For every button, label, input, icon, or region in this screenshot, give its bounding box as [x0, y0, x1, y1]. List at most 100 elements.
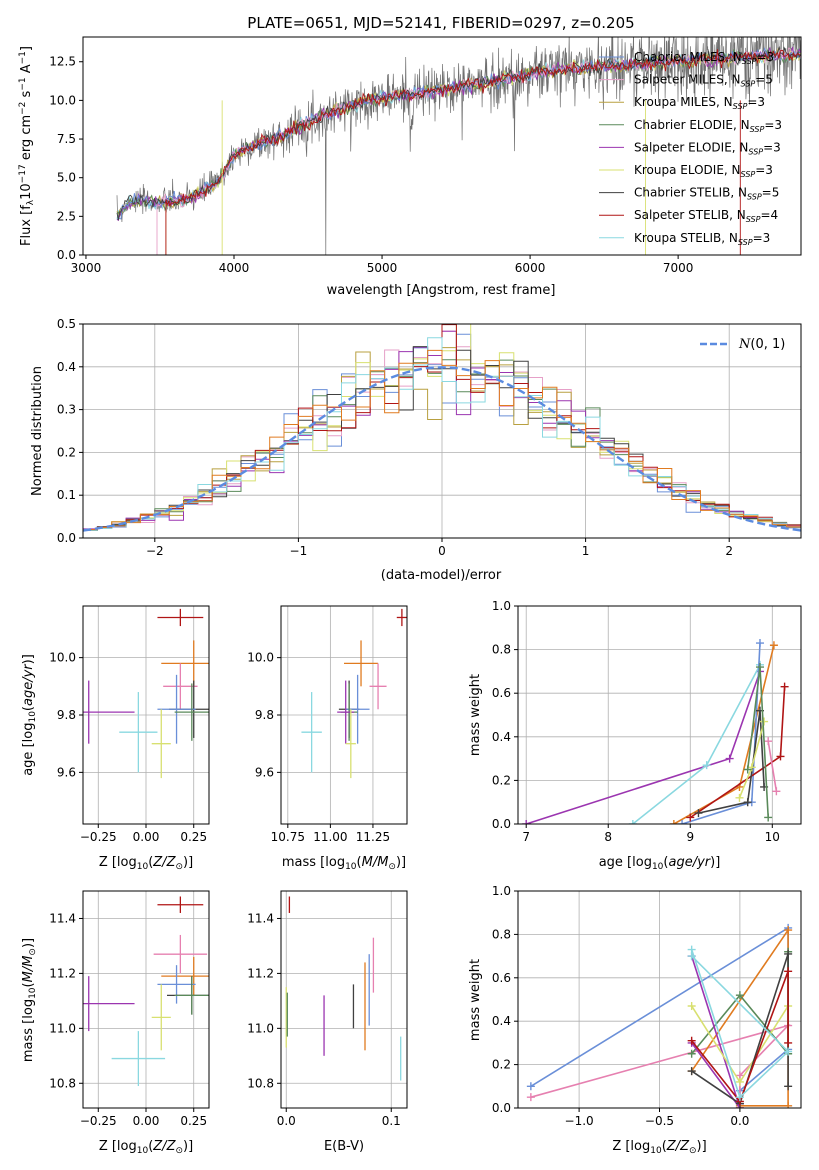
x-tick-label: 0.1 — [382, 1114, 401, 1128]
mass-weight-line — [632, 664, 761, 824]
axes-mass_weight_vs_Z: −1.0 −0.5 0.0 0.0 0.2 0.4 0.6 0.8 1.0 Z [log10(Z/… — [468, 884, 802, 1156]
x-tick-label: 1 — [582, 544, 590, 558]
y-tick-label: 5.0 — [57, 171, 76, 185]
data-point-marker — [628, 820, 637, 824]
x-tick-label: −2 — [146, 544, 164, 558]
y-tick-label: 0.4 — [492, 1014, 511, 1028]
axes-frame — [517, 605, 802, 825]
y-tick-label: 11.0 — [49, 1021, 76, 1035]
data-point-marker — [784, 1082, 793, 1091]
y-tick-label: 2.5 — [57, 209, 76, 223]
y-tick-label: 0.0 — [492, 817, 511, 831]
data-point-marker — [760, 717, 769, 726]
data-point-marker — [725, 754, 734, 763]
x-axis-label: Z [log10(Z/Z⊙)] — [612, 1139, 706, 1156]
x-tick-label: −0.25 — [80, 830, 117, 844]
legend-label: Salpeter MILES, NSSP=5 — [634, 73, 773, 89]
legend-label: Kroupa MILES, NSSP=3 — [634, 95, 765, 111]
axes-age_vs_Z: −0.25 0.00 0.25 9.6 9.8 10.0 Z [log10(Z/Z⊙)] ag… — [21, 605, 210, 872]
y-tick-label: 9.8 — [255, 708, 274, 722]
x-tick-label: −0.25 — [80, 1114, 117, 1128]
data-point-marker — [784, 949, 793, 958]
x-tick-label: 7 — [522, 830, 530, 844]
data-point-marker — [669, 820, 678, 824]
data-point-marker — [764, 813, 773, 822]
data-point-marker — [678, 820, 687, 824]
x-tick-label: 0.00 — [133, 830, 160, 844]
data-point-marker — [784, 1038, 793, 1047]
y-tick-label: 0.8 — [492, 927, 511, 941]
data-point-marker — [747, 763, 756, 772]
x-tick-label: 0 — [438, 544, 446, 558]
y-tick-label: 0.0 — [57, 531, 76, 545]
y-axis-label: Flux [fλ10−17 erg cm−2 s−1 A−1] — [18, 46, 36, 246]
x-axis-label: Z [log10(Z/Z⊙)] — [99, 855, 193, 872]
data-point-marker — [780, 682, 789, 691]
figure-title: PLATE=0651, MJD=52141, FIBERID=0297, z=0… — [247, 14, 634, 32]
plot-area — [83, 324, 801, 532]
data-point-marker — [526, 1082, 535, 1091]
x-tick-label: 4000 — [219, 261, 250, 275]
y-tick-label: 10.0 — [247, 651, 274, 665]
x-tick-label: 8 — [604, 830, 612, 844]
data-point-marker — [526, 1093, 535, 1102]
data-point-marker — [686, 813, 695, 822]
data-point-marker — [735, 1093, 744, 1102]
data-point-marker — [694, 809, 703, 818]
legend-label: Salpeter STELIB, NSSP=4 — [634, 208, 778, 224]
y-tick-label: 0.4 — [57, 360, 76, 374]
y-tick-label: 7.5 — [57, 132, 76, 146]
data-point-marker — [702, 761, 711, 770]
y-tick-label: 11.4 — [247, 911, 274, 925]
y-tick-label: 1.0 — [492, 884, 511, 898]
data-point-marker — [755, 663, 764, 672]
y-tick-label: 0.2 — [492, 773, 511, 787]
x-axis-label: wavelength [Angstrom, rest frame] — [327, 283, 556, 298]
y-tick-label: 12.5 — [49, 55, 76, 69]
y-tick-label: 9.8 — [57, 708, 76, 722]
x-axis-label: (data-model)/error — [381, 568, 502, 583]
axes-mass_vs_Z: −0.25 0.00 0.25 10.8 11.0 11.2 11.4 Z [log10(Z/… — [21, 890, 210, 1156]
data-point-marker — [769, 641, 778, 650]
y-tick-label: 11.0 — [247, 1021, 274, 1035]
plot-area — [301, 608, 407, 779]
x-tick-label: 3000 — [71, 261, 102, 275]
mass-weight-line — [691, 971, 789, 1104]
data-point-marker — [522, 820, 531, 824]
y-tick-label: 0.0 — [57, 248, 76, 262]
x-tick-label: 11.25 — [356, 830, 390, 844]
legend-label: Chabrier MILES, NSSP=3 — [634, 50, 774, 66]
histogram-series — [83, 349, 801, 531]
y-axis-label: mass weight — [468, 674, 483, 756]
x-axis-label: Z [log10(Z/Z⊙)] — [99, 1139, 193, 1156]
x-tick-label: 10.75 — [271, 830, 305, 844]
data-point-marker — [735, 793, 744, 802]
axes-mass_weight_vs_age: 7 8 9 10 0.0 0.2 0.4 0.6 0.8 1.0 age [log10(age/yr… — [468, 599, 802, 872]
y-tick-label: 11.2 — [49, 966, 76, 980]
legend-label: N(0, 1) — [738, 337, 785, 352]
y-tick-label: 0.8 — [492, 643, 511, 657]
legend-label: Kroupa STELIB, NSSP=3 — [634, 231, 770, 247]
gaussian-curve — [83, 366, 801, 532]
x-axis-label: age [log10(age/yr)] — [599, 855, 721, 872]
data-point-marker — [772, 787, 781, 796]
y-tick-label: 0.2 — [492, 1058, 511, 1072]
model-spectrum-line — [116, 46, 801, 222]
model-spectrum-line — [165, 49, 801, 255]
y-tick-label: 0.1 — [57, 488, 76, 502]
y-axis-label: mass [log10(M/M⊙)] — [21, 938, 38, 1062]
y-tick-label: 0.6 — [492, 971, 511, 985]
x-axis-label: mass [log10(M/M⊙)] — [282, 855, 406, 872]
y-tick-label: 9.6 — [255, 765, 274, 779]
axes-mass_vs_EBV: 0.0 0.1 10.8 11.0 11.2 11.4 E(B-V) — [247, 890, 408, 1154]
legend-label: Salpeter ELODIE, NSSP=3 — [634, 140, 781, 156]
data-point-marker — [755, 639, 764, 648]
mass-weight-line — [525, 671, 761, 824]
data-point-marker — [784, 967, 793, 976]
legend-label: Kroupa ELODIE, NSSP=3 — [634, 163, 773, 179]
mass-weight-line — [690, 955, 741, 1108]
y-axis-label: age [log10(age/yr)] — [21, 654, 38, 776]
data-point-marker — [687, 952, 696, 961]
x-tick-label: 0.25 — [180, 830, 207, 844]
y-tick-label: 0.4 — [492, 730, 511, 744]
